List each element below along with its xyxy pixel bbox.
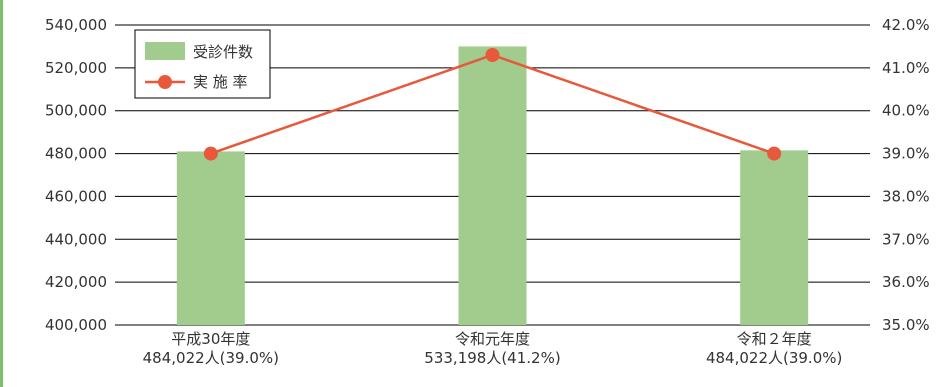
y-tick-left: 400,000 bbox=[45, 316, 107, 334]
y-tick-left: 480,000 bbox=[45, 145, 107, 163]
y-tick-left: 420,000 bbox=[45, 273, 107, 291]
bar bbox=[740, 150, 809, 325]
y-tick-left: 540,000 bbox=[45, 16, 107, 34]
bar bbox=[458, 46, 527, 326]
y-tick-right: 41.0% bbox=[882, 59, 930, 77]
y-tick-right: 35.0% bbox=[882, 316, 930, 334]
x-tick-label: 令和元年度 bbox=[455, 330, 530, 348]
y-tick-right: 37.0% bbox=[882, 230, 930, 248]
x-tick-sublabel: 484,022人(39.0%) bbox=[143, 349, 279, 367]
rate-point bbox=[485, 48, 500, 62]
left-accent-stripe bbox=[0, 0, 3, 387]
y-tick-left: 500,000 bbox=[45, 102, 107, 120]
legend-box bbox=[134, 29, 271, 99]
y-tick-right: 42.0% bbox=[882, 16, 930, 34]
bar bbox=[176, 151, 245, 325]
y-tick-right: 39.0% bbox=[882, 145, 930, 163]
legend-bar-label: 受診件数 bbox=[193, 43, 253, 61]
y-tick-left: 460,000 bbox=[45, 187, 107, 205]
x-tick-sublabel: 484,022人(39.0%) bbox=[706, 349, 842, 367]
legend-line-marker bbox=[158, 75, 172, 89]
legend-line-label: 実 施 率 bbox=[193, 73, 248, 91]
y-tick-right: 36.0% bbox=[882, 273, 930, 291]
x-tick-sublabel: 533,198人(41.2%) bbox=[424, 349, 560, 367]
x-tick-label: 平成30年度 bbox=[171, 330, 250, 348]
legend-bar-swatch bbox=[145, 42, 185, 60]
x-tick-label: 令和２年度 bbox=[737, 330, 812, 348]
y-tick-right: 40.0% bbox=[882, 102, 930, 120]
rate-point bbox=[203, 146, 218, 161]
y-tick-right: 38.0% bbox=[882, 187, 930, 205]
y-tick-left: 440,000 bbox=[45, 230, 107, 248]
y-tick-left: 520,000 bbox=[45, 59, 107, 77]
rate-point bbox=[767, 146, 782, 161]
